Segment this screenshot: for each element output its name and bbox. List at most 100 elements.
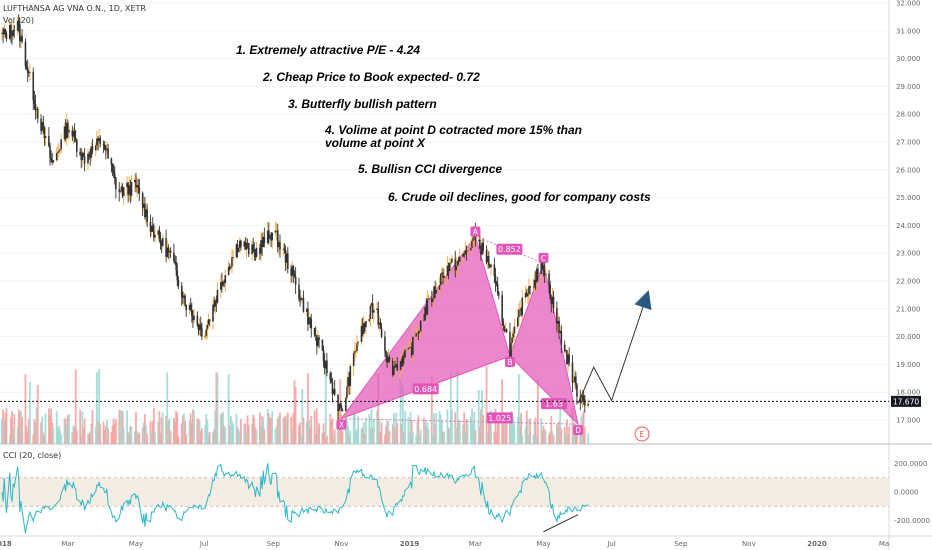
volume-bar: [488, 417, 491, 444]
volume-bar: [113, 423, 116, 444]
volume-bar: [433, 413, 435, 444]
candle-body: [465, 250, 468, 252]
volume-bar: [166, 372, 169, 444]
volume-bar: [72, 425, 75, 444]
pattern-overlay[interactable]: 0.852 0.684 1.025 1.63 X A B C D E: [0, 226, 889, 442]
candle-body: [466, 250, 469, 252]
volume-bar: [394, 427, 396, 444]
volume-bar: [274, 428, 277, 444]
candle-body: [587, 403, 589, 406]
pattern-point-marker[interactable]: [573, 425, 584, 436]
price-tick-label: 31.000: [896, 27, 921, 35]
candle-body: [313, 328, 316, 336]
candle-body: [568, 354, 570, 363]
volume-bar: [308, 419, 310, 444]
volume-bar: [378, 418, 381, 444]
pattern-point-marker[interactable]: [470, 226, 481, 237]
volume-bar: [521, 435, 524, 444]
volume-bar: [266, 408, 269, 444]
candle-body: [535, 268, 538, 283]
candle-body: [154, 234, 156, 238]
candle-body: [215, 300, 218, 303]
candle-body: [237, 247, 240, 253]
candle-body: [44, 136, 47, 139]
volume-bar: [447, 428, 450, 444]
candle-body: [141, 193, 144, 208]
projection-path[interactable]: [577, 297, 647, 404]
candle-body: [113, 173, 116, 179]
volume-bar: [16, 427, 19, 444]
volume-bar: [107, 428, 109, 444]
volume-bar: [583, 427, 586, 444]
candle-body: [190, 310, 193, 316]
volume-bar: [276, 418, 279, 444]
candle-body: [371, 303, 374, 313]
volume-bar: [511, 411, 514, 444]
projection-arrowhead[interactable]: [634, 290, 652, 311]
candle-body: [33, 100, 36, 105]
pattern-point-marker[interactable]: [504, 357, 515, 368]
candle-body: [115, 178, 117, 190]
candle-body: [247, 243, 250, 255]
candle-body: [544, 273, 547, 276]
candle-body: [236, 244, 239, 253]
candle-body: [450, 262, 452, 264]
candle-body: [441, 272, 443, 274]
volume-bar: [152, 408, 155, 444]
volume-bar: [409, 412, 412, 444]
volume-bar: [550, 415, 553, 444]
candle-body: [370, 303, 373, 306]
pattern-point-marker[interactable]: [538, 252, 549, 263]
candle-body: [99, 137, 102, 144]
volume-bar: [536, 379, 539, 444]
volume-bar: [128, 432, 131, 444]
candle-body: [310, 319, 313, 329]
candle-body: [43, 126, 46, 139]
candle-body: [25, 66, 28, 68]
note-4: 4. Volime at point D cotracted more 15% …: [324, 123, 582, 137]
cci-divergence-line[interactable]: [543, 514, 579, 533]
x-tick-label: Jul: [199, 540, 209, 548]
candle-body: [456, 261, 459, 267]
ratio-line-bd[interactable]: [509, 355, 579, 425]
candle-body: [103, 145, 106, 150]
volume-bar: [247, 424, 250, 444]
volume-bar: [240, 418, 242, 444]
volume-bar: [543, 428, 546, 444]
volume-bar: [513, 424, 516, 444]
volume-bar: [87, 434, 89, 444]
candle-body: [307, 308, 309, 325]
cci-band: [0, 477, 889, 507]
volume-bar: [65, 423, 68, 444]
event-marker[interactable]: [634, 426, 650, 442]
volume-bar: [161, 412, 164, 444]
candle-body: [464, 250, 467, 255]
volume-bar: [205, 413, 208, 444]
volume-bar: [401, 385, 404, 444]
pattern-point-marker[interactable]: [336, 419, 347, 430]
candle-body: [260, 240, 262, 254]
volume-bar: [279, 412, 281, 444]
candle-body: [64, 126, 67, 139]
x-tick-label: May: [536, 540, 550, 548]
candle-body: [198, 324, 201, 331]
volume-bar: [130, 426, 133, 444]
candle-body: [326, 360, 328, 374]
volume-bar: [466, 418, 469, 444]
volume-bar: [286, 412, 289, 444]
candle-body: [227, 266, 230, 275]
volume-bar: [301, 388, 304, 444]
candle-body: [509, 332, 511, 359]
volume-bar: [81, 411, 84, 444]
candle-body: [175, 262, 177, 271]
candle-body: [68, 130, 70, 133]
volume-bar: [291, 429, 294, 444]
volume-bar: [408, 431, 411, 444]
candle-body: [567, 354, 569, 365]
ratio-line-xd[interactable]: [341, 418, 579, 425]
volume-bar: [5, 408, 8, 444]
volume-bar: [35, 408, 38, 444]
volume-bar: [60, 434, 63, 444]
volume-bar: [212, 432, 214, 444]
volume-bar: [377, 373, 380, 444]
